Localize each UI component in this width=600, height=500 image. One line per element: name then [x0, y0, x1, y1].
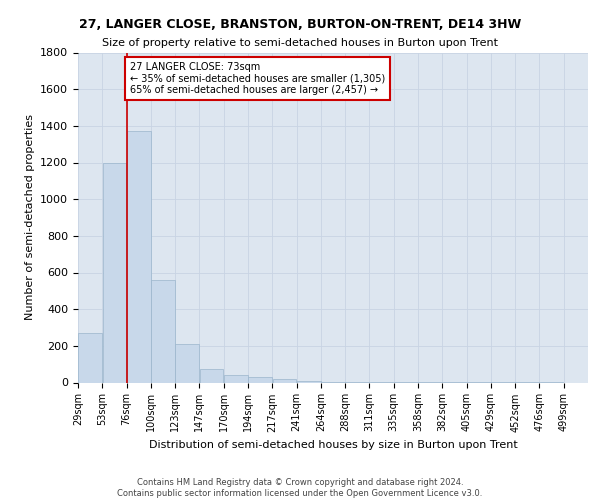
Text: 27 LANGER CLOSE: 73sqm
← 35% of semi-detached houses are smaller (1,305)
65% of : 27 LANGER CLOSE: 73sqm ← 35% of semi-det… [130, 62, 385, 95]
Bar [200, 369, 223, 382]
Bar [103, 162, 127, 382]
Text: 27, LANGER CLOSE, BRANSTON, BURTON-ON-TRENT, DE14 3HW: 27, LANGER CLOSE, BRANSTON, BURTON-ON-TR… [79, 18, 521, 30]
Bar [175, 344, 199, 383]
Bar [248, 377, 272, 382]
Y-axis label: Number of semi-detached properties: Number of semi-detached properties [25, 114, 35, 320]
Text: Size of property relative to semi-detached houses in Burton upon Trent: Size of property relative to semi-detach… [102, 38, 498, 48]
Bar [151, 280, 175, 382]
Bar [224, 375, 248, 382]
Bar [297, 380, 320, 382]
Bar [78, 333, 102, 382]
Text: Contains HM Land Registry data © Crown copyright and database right 2024.
Contai: Contains HM Land Registry data © Crown c… [118, 478, 482, 498]
Bar [272, 379, 296, 382]
X-axis label: Distribution of semi-detached houses by size in Burton upon Trent: Distribution of semi-detached houses by … [149, 440, 517, 450]
Bar [127, 132, 151, 382]
